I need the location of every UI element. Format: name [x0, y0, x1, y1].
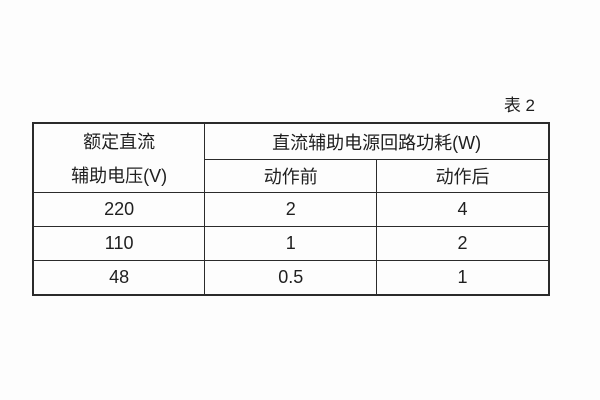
header-cell-after-operation: 动作后	[376, 159, 550, 193]
table-caption: 表 2	[503, 96, 535, 115]
cell-power-before: 1	[204, 226, 378, 261]
table-row: 48 0.5 1	[32, 260, 550, 295]
cell-voltage: 48	[32, 260, 206, 295]
cell-power-before: 2	[204, 192, 378, 227]
cell-power-before: 0.5	[204, 260, 378, 295]
cell-power-after: 2	[376, 226, 550, 261]
rated-voltage-label-line1: 额定直流	[83, 132, 156, 152]
table-row: 220 2 4	[32, 192, 550, 227]
cell-power-after: 1	[376, 260, 550, 295]
header-row-2: 动作前 动作后	[33, 159, 550, 193]
header-cell-power-consumption: 直流辅助电源回路功耗(W)	[204, 122, 550, 161]
table-row: 110 1 2	[32, 226, 550, 261]
rated-voltage-label-line2: 辅助电压(V)	[71, 166, 168, 186]
cell-power-after: 4	[376, 192, 550, 227]
header-cell-before-operation: 动作前	[204, 159, 378, 193]
header-cell-rated-voltage: 额定直流 辅助电压(V)	[32, 122, 206, 193]
header-row-1: 额定直流 辅助电压(V) 直流辅助电源回路功耗(W)	[32, 122, 550, 193]
cell-voltage: 110	[32, 226, 206, 261]
cell-voltage: 220	[32, 192, 206, 227]
power-consumption-table: 额定直流 辅助电压(V) 直流辅助电源回路功耗(W) 动作前 动作后 220 2…	[32, 122, 550, 296]
